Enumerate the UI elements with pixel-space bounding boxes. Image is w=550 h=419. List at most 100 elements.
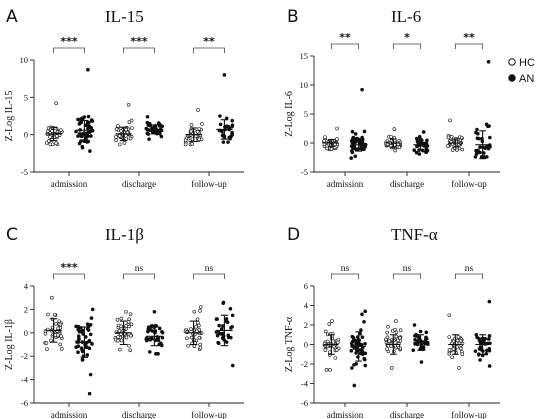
panel-d-data-point: [336, 337, 341, 342]
legend-item-an: AN: [508, 73, 534, 85]
panel-a-data-point: [86, 67, 90, 72]
panel-c-data-point: [197, 335, 202, 340]
panel-a-data-point: [54, 101, 59, 106]
panel-c-data-point: [49, 338, 53, 343]
panel-c-group-hc: [113, 309, 134, 353]
panel-a-group-hc: [183, 108, 204, 147]
panel-c-data-point: [88, 332, 93, 337]
panel-c-data-point: [80, 358, 85, 362]
panel-d-data-point: [390, 366, 394, 370]
panel-b-data-point: [425, 138, 429, 143]
panel-b-data-point: [351, 135, 356, 140]
panel-d-title: TNF-α: [391, 225, 438, 244]
panel-d-data-point: [412, 323, 417, 327]
panel-a-data-point: [226, 140, 230, 144]
panel-a-data-point: [117, 134, 122, 138]
panel-a-data-point: [80, 134, 84, 139]
panel-b-data-point: [474, 152, 479, 156]
panel-a-y-axis-label: Z-Log IL-15: [4, 91, 15, 142]
panel-d-data-point: [478, 358, 482, 362]
panel-d-data-point: [456, 335, 461, 339]
panel-d-data-point: [413, 337, 417, 342]
panel-d-group-hc: [384, 319, 403, 370]
panel-a-significance-bracket: [53, 47, 85, 53]
legend-marker-an: [508, 74, 516, 82]
panel-c-data-point: [225, 320, 230, 325]
panel-c-significance-bracket: [193, 273, 225, 279]
panel-a-data-point: [183, 142, 188, 147]
panel-c-data-point: [192, 309, 197, 314]
panel-c-significance-bracket: [53, 273, 85, 279]
panel-c-data-point: [160, 329, 164, 334]
panel-a-data-point: [230, 118, 235, 123]
panel-c-data-point: [46, 312, 50, 317]
panel-d-data-point: [349, 341, 354, 346]
panel-a-data-point: [44, 141, 49, 145]
panel-a-data-point: [218, 114, 222, 118]
panel-c-y-tick-label: 0: [24, 328, 28, 338]
panel-a-data-point: [126, 103, 131, 107]
panel-c-data-point: [194, 324, 198, 329]
panel-d-group-hc: [447, 313, 465, 370]
panel-d-data-point: [394, 330, 399, 335]
panel-a-data-point: [156, 121, 161, 125]
panel-d-data-point: [324, 368, 329, 372]
panel-c-significance-label: ***: [60, 261, 78, 274]
panel-c-data-point: [58, 342, 62, 347]
panel-a-data-point: [195, 130, 200, 134]
panel-c-data-point: [90, 342, 94, 346]
panel-d-data-point: [411, 348, 416, 353]
legend-item-hc: HC: [508, 57, 535, 69]
panel-b-data-point: [412, 148, 417, 152]
panel-d-y-tick-label: 0: [304, 340, 308, 350]
panel-a-data-point: [130, 126, 134, 130]
panel-c-group-hc: [43, 295, 64, 351]
panel-b-data-point: [335, 126, 339, 131]
panel-b-group-hc: [384, 127, 403, 153]
panel-c-data-point: [198, 342, 202, 347]
panel-c-y-tick-label: 2: [24, 304, 28, 314]
panel-a-data-point: [197, 137, 201, 142]
panel-a-data-point: [86, 126, 90, 131]
panel-b-data-point: [460, 147, 465, 152]
panel-b-data-point: [477, 136, 481, 141]
panel-d-data-point: [360, 335, 365, 339]
panel-d-data-point: [473, 349, 478, 353]
panel-c-data-point: [53, 333, 58, 337]
panel-c-data-point: [148, 337, 153, 342]
panel-d-data-point: [447, 348, 452, 352]
panel-b-data-point: [476, 148, 480, 153]
panel-c-data-point: [221, 301, 226, 306]
panel-d-data-point: [424, 330, 429, 335]
panel-d-data-point: [336, 340, 340, 345]
panel-b-data-point: [424, 150, 429, 154]
panel-a-letter: A: [6, 7, 18, 27]
panel-c-data-point: [116, 323, 121, 328]
panel-c: C IL-1β Z-Log IL-1β -6 -4 -2 0 2 4 admission *** di…: [4, 225, 244, 419]
panel-d-data-point: [323, 329, 328, 334]
panel-a-data-point: [117, 142, 122, 147]
panel-b-data-point: [350, 140, 355, 145]
panel-d-data-point: [457, 366, 461, 370]
panel-a-y-tick-label: 5: [24, 92, 28, 102]
panel-b-group-an: [473, 59, 492, 160]
panel-b-data-point: [359, 146, 363, 151]
panel-c-data-point: [198, 305, 203, 309]
panel-d-data-point: [487, 334, 492, 338]
panel-c-data-point: [124, 335, 129, 340]
panel-a-data-point: [48, 135, 52, 139]
panel-b-data-point: [349, 156, 354, 160]
panel-d-y-tick-label: -4: [301, 379, 309, 389]
panel-d-data-point: [333, 356, 338, 360]
panel-b-group-an: [349, 87, 368, 160]
panel-a-data-point: [54, 141, 58, 146]
panel-c-data-point: [230, 324, 234, 329]
panel-b-significance-label: **: [463, 31, 475, 44]
panel-b-group-an: [412, 130, 430, 156]
panel-d-data-point: [327, 322, 332, 326]
panel-c-significance-label: ns: [135, 264, 144, 274]
panel-b-x-tick-label: discharge: [390, 179, 424, 189]
panel-a-x-tick-label: discharge: [122, 179, 156, 189]
panel-c-data-point: [119, 338, 124, 343]
panel-d-data-point: [385, 330, 389, 335]
